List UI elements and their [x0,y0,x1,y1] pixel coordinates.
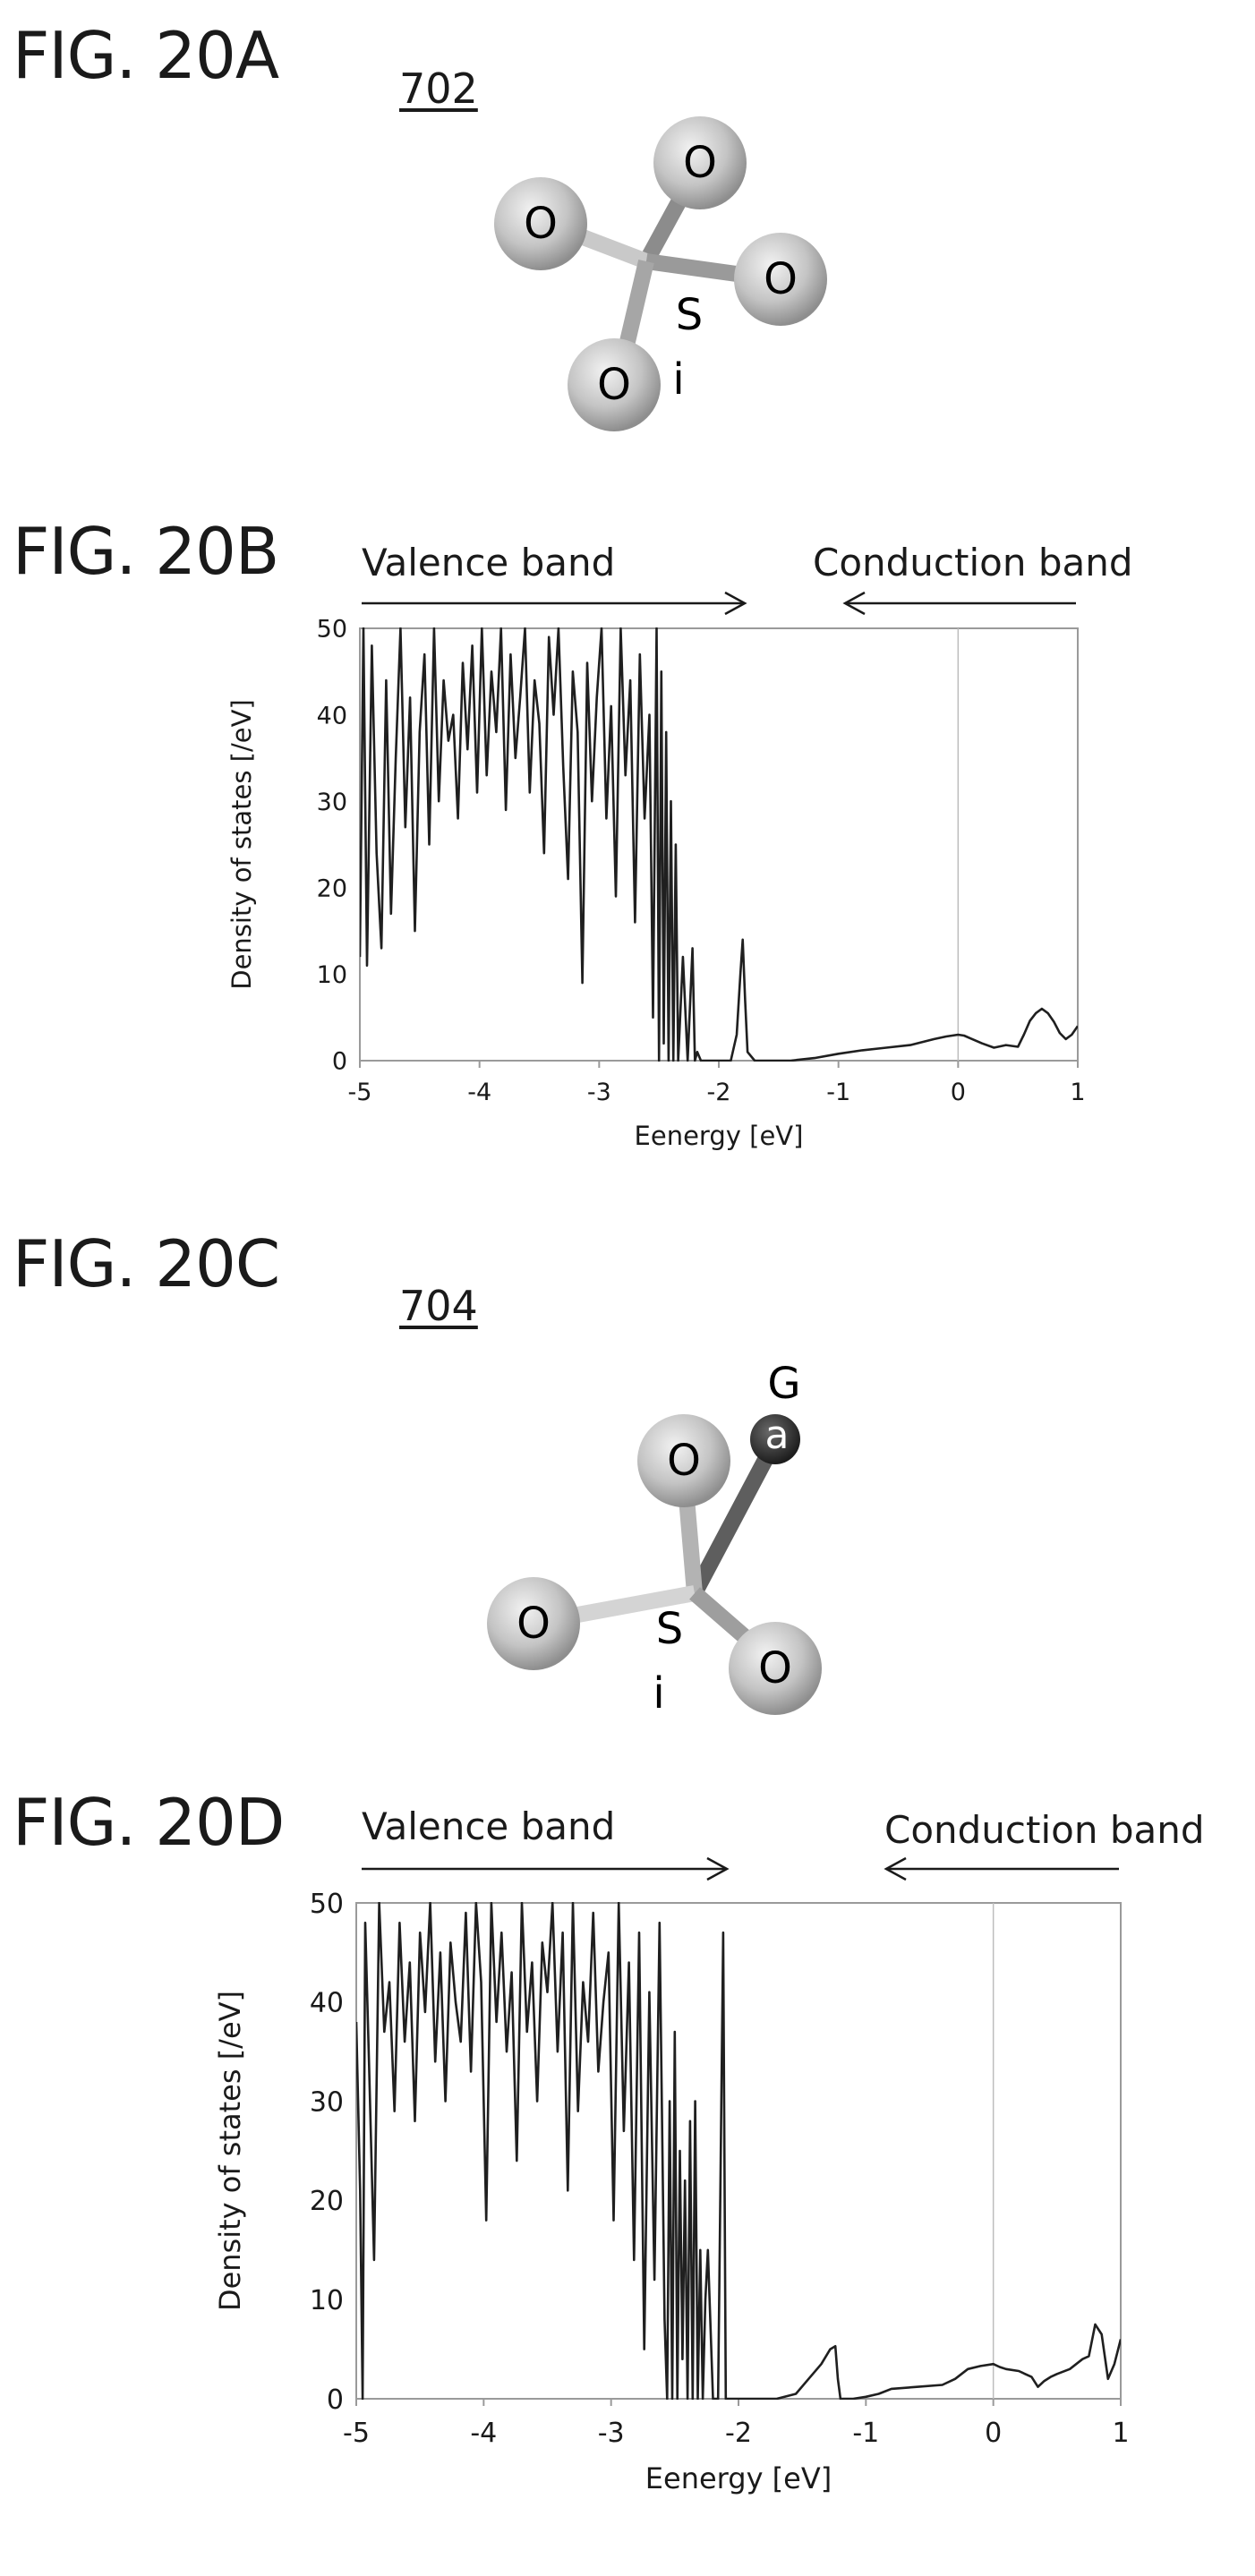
fig-20a-atom-o-left: O [494,177,587,270]
chartb-x-tick-label: -2 [707,1079,731,1106]
chartb-x-tick-label: 1 [1070,1079,1085,1106]
fig-20c-atom-ga [750,1414,800,1464]
fig-20a-atom-o-top: O [653,116,747,209]
chartb-y-tick-label: 50 [317,616,347,644]
fig-20c-label: FIG. 20C [13,1226,280,1301]
chartb-x-tick-label: -3 [587,1079,611,1106]
fig-20b-valence-band-label: Valence band [362,541,616,584]
chartb-x-axis-title: Eenergy [eV] [635,1121,804,1151]
svg-text:O: O [683,138,717,188]
svg-text:O: O [597,360,631,410]
chartd-x-tick-label: -4 [470,2418,497,2449]
chartd-plot-frame [355,1902,1122,2400]
chartb-y-tick-label: 40 [317,702,347,729]
svg-text:O: O [517,1599,551,1649]
chartd-x-tick-label: -1 [852,2418,879,2449]
svg-text:O: O [758,1643,792,1693]
fig-20c-si-i: i [653,1668,664,1719]
chartb-y-tick-label: 10 [317,961,347,989]
chartd-y-tick-label: 20 [310,2186,344,2217]
chartd-x-axis-title: Eenergy [eV] [645,2461,832,2495]
fig-20c-atom-o-right: O [729,1622,822,1715]
fig-20c-reference-704: 704 [399,1282,478,1330]
fig-20b-band-arrows [362,591,1076,616]
fig-20c-molecule: G a O O O S i [487,1359,822,1719]
chartb-x-tick-label: 0 [951,1079,966,1106]
fig-20d-conduction-band-label: Conduction band [884,1808,1205,1852]
chartd-y-axis-title: Density of states [/eV] [213,1991,247,2311]
svg-text:O: O [667,1436,701,1486]
fig-20c-atom-o-top: O [637,1414,730,1507]
chartb-x-tick-label: -5 [348,1079,372,1106]
chartd-x-tick-label: -2 [725,2418,752,2449]
chartb-y-axis-title: Density of states [/eV] [226,699,257,990]
fig-20c-si-s: S [656,1604,683,1654]
chartb-y-tick-label: 20 [317,875,347,903]
fig-20b-label: FIG. 20B [13,514,279,589]
fig-20a-atom-o-right: O [734,233,827,326]
svg-text:O: O [764,254,798,304]
fig-20a-label: FIG. 20A [13,18,279,93]
chartb-y-tick-label: 0 [332,1048,347,1076]
fig-20c-atom-o-left: O [487,1577,580,1670]
chartd-y-tick-label: 10 [310,2285,344,2316]
fig-20a-si-i: i [672,354,684,405]
chartd-y-tick-label: 0 [327,2384,344,2416]
fig-20a-reference-702: 702 [399,64,478,113]
chartb-x-tick-label: -4 [467,1079,491,1106]
fig-20b-conduction-band-label: Conduction band [813,541,1133,584]
fig-20c-ga-g: G [767,1359,800,1409]
chartd-x-tick-label: 0 [985,2418,1002,2449]
fig-20c-ga-a: a [765,1412,790,1458]
chartd-y-tick-label: 40 [310,1988,344,2019]
fig-20d-label: FIG. 20D [13,1785,285,1860]
fig-20a-molecule: O O O O S i [494,116,827,431]
fig-20d-band-arrows [362,1856,1119,1881]
chartd-y-tick-label: 50 [310,1889,344,1920]
fig-20a-atom-o-bottom: O [568,338,661,431]
chartd-dos-series-line [356,1902,1121,2400]
fig-20a-si-s: S [676,290,703,340]
chartd-x-tick-label: -5 [343,2418,370,2449]
chartb-dos-series-line [360,627,1078,1062]
chartb-y-tick-label: 30 [317,789,347,816]
chartd-y-tick-label: 30 [310,2086,344,2118]
fig-20d-valence-band-label: Valence band [362,1804,616,1848]
svg-text:O: O [524,199,558,249]
chartd-x-tick-label: -3 [598,2418,625,2449]
chartb-x-tick-label: -1 [826,1079,850,1106]
chartd-x-tick-label: 1 [1112,2418,1129,2449]
